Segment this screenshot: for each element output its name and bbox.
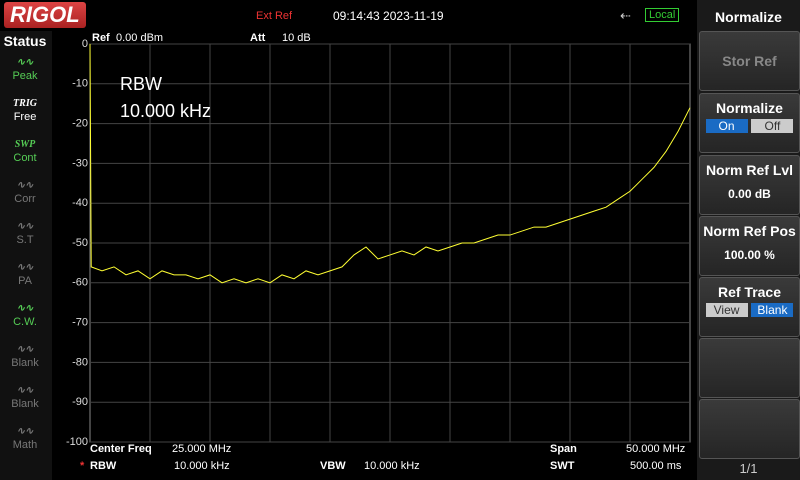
y-tick-label: -50 [72,237,88,249]
status-icon: ∿∿ [16,385,34,396]
status-icon: ∿∿ [16,180,34,191]
ref-trace-button[interactable]: Ref Trace View Blank [699,277,800,337]
footer-text: * [80,460,85,472]
status-item: SWP Cont [0,139,50,164]
status-label: Math [12,439,38,451]
status-icon: ∿∿ [16,344,34,355]
ref-trace-label: Ref Trace [717,284,782,300]
y-tick-label: -80 [72,356,88,368]
page-indicator: 1/1 [739,461,758,476]
footer-text: 25.000 MHz [172,443,231,455]
status-panel: Status ∿∿ Peak TRIG Free SWP Cont ∿∿ Corr ∿∿ S.T ∿… [0,31,52,480]
norm-ref-lvl-label: Norm Ref Lvl [705,162,794,178]
status-item: ∿∿ PA [0,262,50,287]
plot: 0 -10 -20 -30 -40 -50 -60 -70 -80 -90 -100 Ref 0.00 … [66,32,691,472]
ext-ref: Ext Ref [256,10,293,22]
y-tick-label: -60 [72,277,88,289]
norm-ref-pos-label: Norm Ref Pos [703,223,796,239]
norm-ref-lvl-button[interactable]: Norm Ref Lvl 0.00 dB [699,155,800,215]
footer-text: 10.000 kHz [364,460,420,472]
status-icon: SWP [14,139,36,150]
status-label: Blank [11,357,39,369]
status-item: TRIG Free [0,98,50,123]
usb-icon: ⇠ [620,8,631,23]
status-icon: ∿∿ [16,221,34,232]
plot-header: 10 dB [282,32,311,44]
trace [89,43,691,284]
status-label: Free [13,111,37,123]
plot-header: Att [250,32,266,44]
footer-text: 10.000 kHz [174,460,230,472]
y-tick-label: -20 [72,118,88,130]
y-tick-label: -10 [72,78,88,90]
status-item: ∿∿ Corr [0,180,50,205]
footer-text: 500.00 ms [630,460,682,472]
status-item: ∿∿ S.T [0,221,50,246]
off-toggle[interactable]: Off [751,119,794,133]
status-title: Status [3,33,47,49]
annotation: RBW [120,74,162,94]
status-label: Cont [13,152,37,164]
footer-text: RBW [90,460,117,472]
status-label: Blank [11,398,39,410]
norm-ref-lvl-value: 0.00 dB [728,187,771,201]
status-icon: ∿∿ [16,262,34,273]
status-label: S.T [16,234,34,246]
y-tick-label: -70 [72,317,88,329]
top-bar: RIGOL Ext Ref 09:14:43 2023-11-19 ⇠ Loca… [0,0,697,31]
empty-button[interactable] [699,338,800,398]
footer-text: Span [550,443,577,455]
status-label: PA [18,275,32,287]
stor-ref-button[interactable]: Stor Ref [699,31,800,91]
on-toggle[interactable]: On [705,119,748,133]
footer-text: 50.000 MHz [626,443,685,455]
y-tick-label: -90 [72,396,88,408]
y-tick-label: -30 [72,157,88,169]
status-icon: TRIG [13,98,37,109]
status-item: ∿∿ Math [0,426,50,451]
normalize-button[interactable]: Normalize On Off [699,93,800,153]
footer-text: Center Freq [90,443,152,455]
status-icon: ∿∿ [16,303,34,314]
footer-text: VBW [320,460,346,472]
menu-title: Normalize [715,9,782,25]
blank-toggle[interactable]: Blank [751,303,794,317]
status-label: Peak [12,70,38,82]
logo: RIGOL [4,2,86,28]
empty-button[interactable] [699,399,800,459]
normalize-label: Normalize [716,100,783,116]
norm-ref-pos-button[interactable]: Norm Ref Pos 100.00 % [699,216,800,276]
status-item: ∿∿ Blank [0,344,50,369]
status-item: ∿∿ Peak [0,57,50,82]
mode: Local [645,8,680,22]
y-tick-label: -100 [66,436,88,448]
status-icon: ∿∿ [16,426,34,437]
annotation: 10.000 kHz [120,101,211,121]
view-toggle[interactable]: View [705,303,748,317]
plot-header: Ref [92,32,110,44]
status-label: Corr [14,193,36,205]
y-tick-label: 0 [82,38,88,50]
menu: Normalize Stor Ref Normalize On Off Norm… [697,0,800,480]
status-icon: ∿∿ [16,57,34,68]
status-label: C.W. [13,316,37,328]
status-item: ∿∿ Blank [0,385,50,410]
y-tick-label: -40 [72,197,88,209]
plot-header: 0.00 dBm [116,32,163,44]
footer-text: SWT [550,460,575,472]
status-item: ∿∿ C.W. [0,303,50,328]
norm-ref-pos-value: 100.00 % [724,248,775,262]
datetime: 09:14:43 2023-11-19 [333,9,444,23]
